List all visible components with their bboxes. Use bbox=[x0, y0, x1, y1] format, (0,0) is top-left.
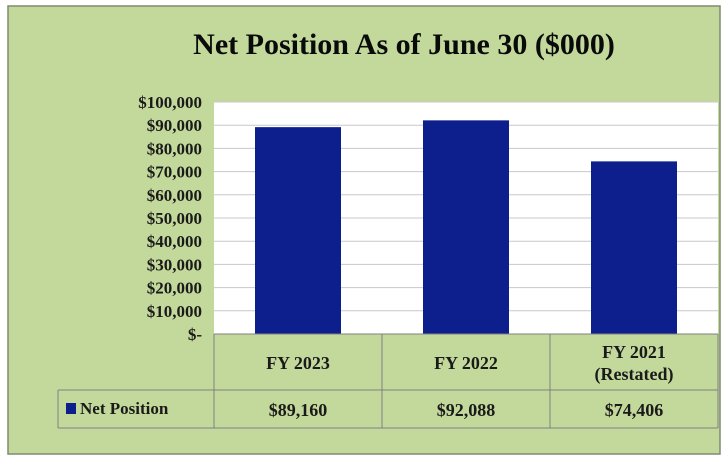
y-tick-label: $30,000 bbox=[147, 255, 202, 274]
y-tick-label: $40,000 bbox=[147, 232, 202, 251]
y-tick-label: $70,000 bbox=[147, 163, 202, 182]
x-category-label: FY 2022 bbox=[434, 353, 498, 373]
data-table: FY 2023 FY 2022 FY 2021 (Restated) Net Posit… bbox=[57, 333, 719, 429]
y-tick-label: $100,000 bbox=[138, 93, 202, 112]
y-tick-label: $90,000 bbox=[147, 116, 202, 135]
y-tick-label: $- bbox=[188, 325, 203, 344]
bar-2 bbox=[423, 120, 509, 335]
legend-series-label: Net Position bbox=[80, 399, 169, 418]
data-value-label: $89,160 bbox=[269, 400, 328, 420]
y-axis-labels: $- $10,000 $20,000 $30,000 $40,000 $50,000 $60… bbox=[138, 93, 202, 344]
y-tick-label: $60,000 bbox=[147, 186, 202, 205]
y-tick-label: $20,000 bbox=[147, 279, 202, 298]
x-category-label: FY 2023 bbox=[266, 353, 330, 373]
y-tick-label: $10,000 bbox=[147, 302, 202, 321]
x-category-label: FY 2021 (Restated) bbox=[595, 342, 674, 385]
bar-1 bbox=[255, 127, 341, 334]
y-tick-label: $80,000 bbox=[147, 139, 202, 158]
data-value-label: $74,406 bbox=[605, 400, 664, 420]
bars bbox=[255, 120, 677, 335]
y-tick-label: $50,000 bbox=[147, 209, 202, 228]
chart-title: Net Position As of June 30 ($000) bbox=[193, 28, 615, 61]
legend-key-icon bbox=[66, 403, 76, 414]
bar-3 bbox=[591, 161, 677, 334]
data-value-label: $92,088 bbox=[437, 400, 496, 420]
